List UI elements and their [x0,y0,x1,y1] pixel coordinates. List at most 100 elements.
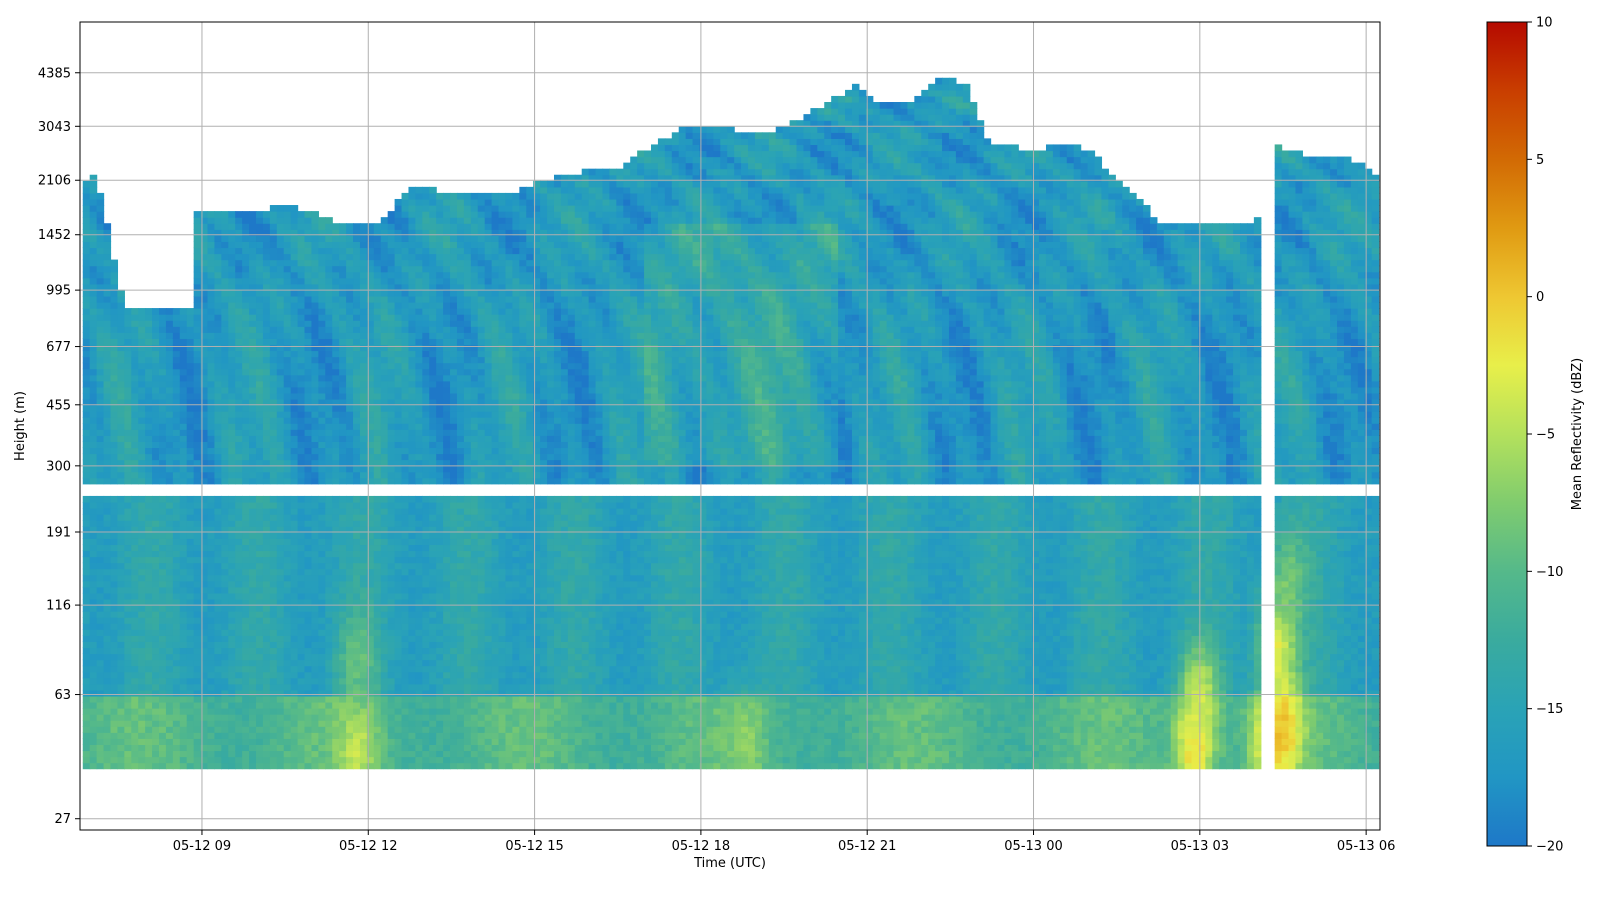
heatmap-cell [179,417,188,424]
heatmap-cell [470,574,479,582]
heatmap-cell [228,392,236,400]
heatmap-cell [186,326,195,333]
heatmap-cell [110,302,119,309]
heatmap-cell [353,223,361,230]
heatmap-cell [179,574,188,582]
heatmap-cell [283,332,292,339]
heatmap-cell [124,586,132,594]
heatmap-cell [450,580,458,588]
heatmap-cell [214,647,222,655]
heatmap-cell [415,289,423,297]
heatmap-cell [443,568,451,576]
heatmap-cell [165,677,174,685]
heatmap-cell [346,277,354,285]
heatmap-cell [311,617,319,624]
heatmap-cell [318,386,326,394]
heatmap-cell [269,265,278,273]
heatmap-cell [138,362,146,370]
heatmap-cell [297,659,306,667]
heatmap-cell [283,229,292,236]
heatmap-cell [249,259,257,267]
heatmap-cell [422,538,430,546]
heatmap-cell [276,471,285,479]
heatmap-cell [429,635,437,642]
heatmap-cell [179,356,188,364]
heatmap-cell [366,708,375,715]
heatmap-cell [436,477,444,485]
heatmap-cell [429,623,437,630]
heatmap-cell [145,411,153,418]
heatmap-cell [408,538,416,546]
heatmap-cell [96,738,105,745]
heatmap-cell [235,417,243,424]
heatmap-cell [318,708,326,715]
heatmap-cell [276,289,285,297]
heatmap-cell [380,283,389,291]
heatmap-cell [89,501,98,509]
heatmap-cell [165,520,174,527]
heatmap-cell [89,520,98,527]
heatmap-cell [207,532,216,539]
heatmap-cell [172,453,181,461]
heatmap-cell [249,477,257,485]
heatmap-cell [117,701,125,709]
heatmap-cell [131,580,139,588]
heatmap-cell [456,386,465,394]
heatmap-cell [89,592,98,600]
heatmap-cell [325,550,333,558]
heatmap-cell [401,283,410,291]
heatmap-cell [179,708,188,715]
heatmap-cell [193,738,202,745]
heatmap-cell [318,501,326,509]
heatmap-cell [242,689,250,697]
heatmap-cell [325,586,333,594]
heatmap-cell [311,574,319,582]
heatmap-cell [325,762,333,770]
heatmap-cell [463,665,472,673]
heatmap-cell [373,247,382,255]
heatmap-cell [436,635,444,642]
heatmap-cell [249,374,257,382]
heatmap-cell [366,441,375,449]
heatmap-cell [159,598,167,606]
heatmap-cell [346,568,354,576]
heatmap-cell [318,314,326,321]
heatmap-cell [394,302,403,309]
heatmap-cell [422,217,430,224]
heatmap-cell [401,265,410,273]
heatmap-cell [138,453,146,461]
heatmap-cell [214,732,222,739]
heatmap-cell [117,714,125,721]
heatmap-cell [256,665,264,673]
heatmap-cell [131,647,139,655]
heatmap-cell [443,562,451,570]
heatmap-cell [339,429,347,436]
heatmap-cell [186,398,195,406]
heatmap-cell [456,271,465,279]
heatmap-cell [200,295,209,303]
heatmap-cell [318,592,326,600]
heatmap-cell [159,501,167,509]
heatmap-cell [152,314,160,321]
heatmap-cell [159,568,167,576]
heatmap-cell [172,344,181,352]
heatmap-cell [179,598,188,606]
heatmap-cell [456,192,465,200]
heatmap-cell [138,465,146,473]
heatmap-cell [283,726,292,733]
heatmap-cell [325,253,333,261]
heatmap-cell [450,386,458,394]
heatmap-cell [290,732,299,739]
heatmap-cell [387,695,396,703]
heatmap-cell [359,568,368,576]
heatmap-cell [470,605,479,612]
heatmap-cell [221,350,229,358]
heatmap-cell [401,495,410,503]
heatmap-cell [353,574,361,582]
heatmap-cell [110,732,119,739]
heatmap-cell [429,744,437,752]
heatmap-cell [152,671,160,679]
heatmap-cell [96,750,105,758]
heatmap-cell [408,738,416,745]
heatmap-cell [359,562,368,570]
